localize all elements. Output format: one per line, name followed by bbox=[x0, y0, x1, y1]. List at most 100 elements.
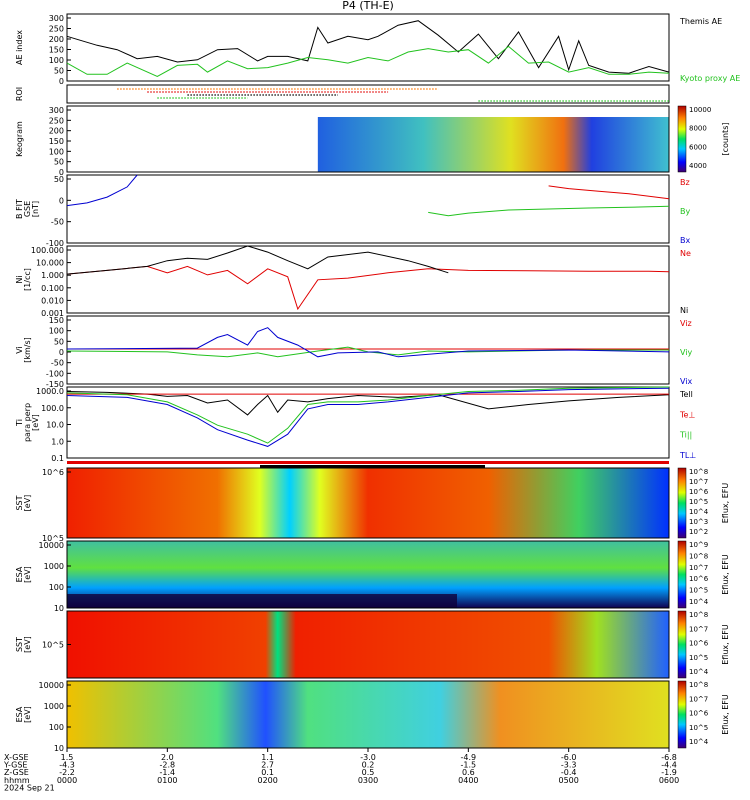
y-axis-label: [eV] bbox=[23, 636, 32, 653]
x-tick-label: -4.3 bbox=[59, 761, 75, 770]
y-tick-label: -50 bbox=[51, 218, 64, 227]
panel-esa_i: 10^8 10^7 10^6 10^5 10^4 Eflux, EFU 10000 1000 1… bbox=[39, 680, 730, 753]
colorbar-tick-label: 4000 bbox=[689, 162, 707, 170]
legend-label: By bbox=[680, 207, 690, 216]
y-axis-label: ESA bbox=[15, 706, 24, 722]
x-tick-label: 0.5 bbox=[362, 768, 375, 777]
y-tick-label: 0 bbox=[59, 348, 64, 357]
y-tick-label: 300 bbox=[49, 106, 64, 115]
legend-label: Ne bbox=[680, 249, 691, 258]
esa_i-spectrogram bbox=[67, 681, 669, 748]
y-tick-label: 150 bbox=[49, 316, 64, 325]
x-tick-label: -2.8 bbox=[160, 761, 176, 770]
y-tick-label: 10^5 bbox=[42, 641, 64, 650]
y-tick-label: -150 bbox=[46, 380, 64, 389]
y-tick-label: 10 bbox=[54, 744, 64, 753]
x-tick-label: 2.0 bbox=[161, 753, 174, 762]
y-axis-label: ROI bbox=[15, 87, 24, 101]
colorbar-tick-label: 10^6 bbox=[689, 488, 709, 496]
x-tick-label: 0300 bbox=[358, 776, 378, 785]
esa-e-lowband bbox=[67, 594, 457, 608]
status-strip-black bbox=[260, 465, 485, 468]
colorbar-label: Eflux, EFU bbox=[721, 554, 730, 595]
colorbar-tick-label: 10^4 bbox=[689, 508, 709, 516]
keogram-image bbox=[317, 117, 669, 172]
x-row-label: X-GSE bbox=[4, 753, 29, 762]
legend-label: Viy bbox=[680, 348, 693, 357]
x-tick-label: -2.2 bbox=[59, 768, 75, 777]
y-axis-label: [nT] bbox=[31, 201, 40, 217]
x-row-label: Y-GSE bbox=[3, 761, 27, 770]
panel-roi bbox=[66, 84, 670, 104]
colorbar-tick-label: 10^6 bbox=[689, 640, 709, 648]
legend-label: Bx bbox=[680, 236, 690, 245]
legend-label: Themis AE bbox=[679, 17, 722, 26]
y-axis-label: SST bbox=[15, 637, 24, 652]
y-axis-label: SST bbox=[15, 495, 24, 510]
y-tick-label: 150 bbox=[49, 137, 64, 146]
y-tick-label: 250 bbox=[49, 116, 64, 125]
series-ae-1 bbox=[66, 45, 670, 78]
series-ti-0 bbox=[66, 391, 670, 416]
panel-bfit: 50 0 -50 -100 bbox=[46, 174, 670, 248]
colorbar-tick-label: 10^9 bbox=[689, 541, 708, 549]
y-tick-label: -50 bbox=[51, 359, 64, 368]
series-ti-2 bbox=[66, 386, 670, 444]
y-tick-label: 100 bbox=[49, 583, 64, 592]
x-tick-label: -1.9 bbox=[661, 768, 677, 777]
legend-label: Viz bbox=[680, 319, 692, 328]
series-bfit-2 bbox=[66, 174, 138, 207]
y-tick-label: 0 bbox=[59, 196, 64, 205]
sst_e-spectrogram bbox=[67, 468, 669, 538]
y-tick-label: 0.001 bbox=[41, 309, 64, 318]
series-vi-2 bbox=[66, 327, 670, 358]
colorbar-tick-label: 10^3 bbox=[689, 518, 708, 526]
y-axis-label: para perp bbox=[23, 403, 32, 442]
x-tick-label: 0400 bbox=[458, 776, 478, 785]
colorbar-tick-label: 10^5 bbox=[689, 587, 708, 595]
panel-sst_i: 10^8 10^7 10^6 10^5 10^4 Eflux, EFU 10^5 bbox=[42, 610, 730, 679]
y-tick-label: 200 bbox=[49, 127, 64, 136]
y-axis-label: [km/s] bbox=[23, 337, 32, 363]
y-tick-label: 100.0 bbox=[41, 404, 64, 413]
y-tick-label: 50 bbox=[54, 158, 64, 167]
series-ni-0 bbox=[66, 265, 670, 311]
colorbar-tick-label: 10^6 bbox=[689, 710, 709, 718]
y-tick-label: 10^6 bbox=[42, 468, 64, 477]
y-tick-label: 300 bbox=[49, 14, 64, 23]
colorbar-tick-label: 10^7 bbox=[689, 564, 708, 572]
y-tick-label: 100 bbox=[49, 56, 64, 65]
x-tick-label: 0.1 bbox=[261, 768, 274, 777]
y-tick-label: 0.010 bbox=[41, 296, 64, 305]
y-tick-label: 1000 bbox=[44, 702, 64, 711]
colorbar-tick-label: 6000 bbox=[689, 143, 707, 151]
y-tick-label: 150 bbox=[49, 46, 64, 55]
y-tick-label: 1000 bbox=[44, 562, 64, 571]
x-tick-label: -3.3 bbox=[561, 761, 577, 770]
x-tick-label: 1.5 bbox=[61, 753, 74, 762]
y-axis-label: [1/cc] bbox=[23, 268, 32, 291]
y-axis-label: B FIT bbox=[15, 199, 24, 219]
y-axis-label: AE index bbox=[15, 30, 24, 65]
legend-label: Tell bbox=[679, 390, 693, 399]
chart-marks bbox=[66, 20, 670, 447]
legend-label: Te⊥ bbox=[679, 410, 695, 419]
y-tick-label: 100 bbox=[49, 327, 64, 336]
x-tick-label: 0.6 bbox=[462, 768, 475, 777]
colorbar-tick-label: 10^2 bbox=[689, 528, 708, 536]
panel-esa_e: 10^9 10^8 10^7 10^6 10^5 10^4 Eflux, EFU 10000 1… bbox=[39, 540, 730, 613]
bfit-frame bbox=[66, 174, 670, 244]
x-tick-label: -6.8 bbox=[661, 753, 677, 762]
legend-label: Kyoto proxy AE bbox=[680, 74, 740, 83]
x-row-label: Z-GSE bbox=[4, 768, 29, 777]
y-tick-label: 0.1 bbox=[51, 454, 64, 463]
keogram-colorbar bbox=[677, 105, 687, 173]
colorbar-tick-label: 10^8 bbox=[689, 468, 708, 476]
x-tick-label: -4.9 bbox=[461, 753, 477, 762]
series-ae-0 bbox=[66, 20, 670, 74]
legend-label: Bz bbox=[680, 178, 690, 187]
